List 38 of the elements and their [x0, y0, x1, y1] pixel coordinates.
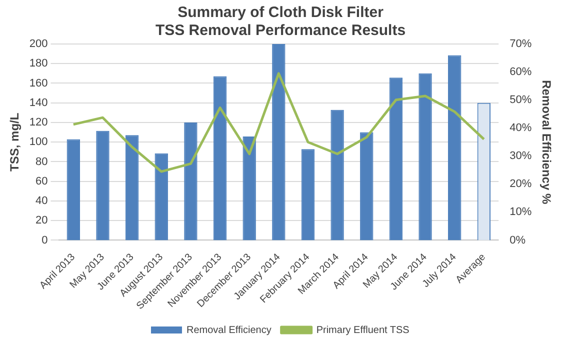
bar	[389, 78, 403, 240]
y-tick-label: 160	[29, 77, 48, 90]
bar	[448, 55, 462, 240]
bar	[301, 149, 315, 240]
bar	[66, 139, 80, 240]
y-axis-title: TSS, mg/L	[8, 112, 22, 172]
y-tick-label: 140	[29, 96, 48, 109]
y2-tick-label: 60%	[510, 66, 532, 78]
bar	[360, 132, 374, 240]
legend-label: Removal Efficiency	[186, 324, 272, 336]
y2-tick-label: 30%	[510, 150, 532, 162]
y2-tick-label: 40%	[510, 122, 532, 134]
y2-tick-label: 20%	[510, 178, 532, 190]
chart-title: Summary of Cloth Disk Filter TSS Removal Performance Results	[155, 4, 406, 40]
y-tick-label: 0	[42, 234, 48, 246]
bar	[154, 153, 168, 240]
y-tick-label: 180	[29, 58, 48, 70]
bar	[330, 110, 344, 240]
bar	[418, 73, 432, 240]
y2-axis-title: Removal Efficiency %	[539, 80, 554, 204]
y-tick-label: 40	[36, 195, 48, 208]
y-tick-label: 120	[29, 116, 48, 129]
bar	[125, 135, 139, 240]
y-tick-label: 100	[29, 136, 48, 148]
legend-label: Primary Effluent TSS	[316, 324, 410, 336]
bar	[184, 122, 198, 240]
y-tick-label: 20	[36, 214, 48, 227]
y-tick-label: 60	[36, 175, 48, 188]
bar	[242, 136, 256, 240]
bar	[213, 76, 227, 240]
bar	[96, 130, 110, 240]
y2-tick-label: 10%	[510, 206, 532, 218]
y2-tick-label: 50%	[510, 94, 532, 106]
bar	[272, 44, 286, 240]
y-tick-label: 200	[29, 38, 48, 50]
y2-tick-label: 0%	[510, 234, 526, 246]
y-tick-label: 80	[36, 156, 48, 168]
y2-tick-label: 70%	[510, 38, 532, 50]
